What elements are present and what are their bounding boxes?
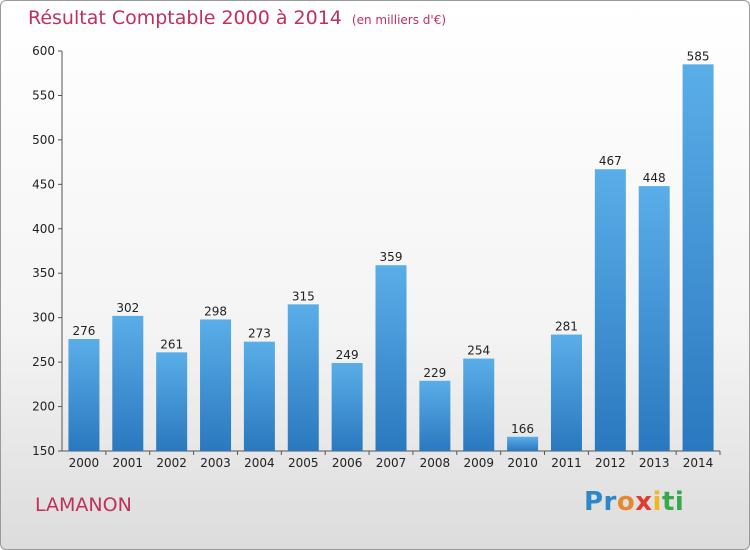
- y-tick-label: 400: [32, 222, 55, 236]
- bar-value-label: 249: [336, 348, 359, 362]
- bar-2009: [463, 358, 495, 451]
- x-tick-label: 2005: [288, 456, 319, 470]
- y-tick-label: 600: [32, 44, 55, 58]
- bar-2003: [200, 319, 232, 451]
- x-tick-label: 2007: [376, 456, 407, 470]
- bar-2006: [331, 363, 363, 451]
- bar-value-label: 298: [204, 304, 227, 318]
- commune-name: LAMANON: [35, 494, 132, 516]
- bar-value-label: 166: [511, 422, 534, 436]
- x-tick-label: 2014: [683, 456, 714, 470]
- bar-value-label: 261: [160, 337, 183, 351]
- bar-2001: [112, 315, 144, 451]
- y-tick-label: 450: [32, 177, 55, 191]
- bar-value-label: 315: [292, 289, 315, 303]
- bar-2010: [507, 436, 539, 451]
- bar-value-label: 273: [248, 327, 271, 341]
- y-tick-label: 350: [32, 266, 55, 280]
- x-tick-label: 2002: [156, 456, 187, 470]
- y-tick-label: 150: [32, 444, 55, 458]
- chart-title: Résultat Comptable 2000 à 2014 (en millie…: [28, 7, 446, 29]
- x-tick-label: 2008: [420, 456, 451, 470]
- title-unit: (en milliers d'€): [351, 13, 447, 27]
- bar-2014: [682, 64, 714, 452]
- x-tick-label: 2006: [332, 456, 363, 470]
- y-tick-label: 500: [32, 133, 55, 147]
- bar-2011: [550, 334, 582, 451]
- bar-2000: [68, 339, 100, 451]
- bar-value-label: 448: [643, 171, 666, 185]
- x-tick-label: 2009: [463, 456, 494, 470]
- proxiti-logo: Proxiti: [584, 487, 685, 517]
- bar-2004: [243, 341, 275, 451]
- bar-value-label: 585: [687, 49, 710, 63]
- bar-2008: [419, 380, 451, 451]
- bar-value-label: 254: [467, 344, 490, 358]
- bar-value-label: 229: [423, 366, 446, 380]
- x-tick-label: 2011: [551, 456, 582, 470]
- y-tick-label: 300: [32, 311, 55, 325]
- x-tick-label: 2000: [69, 456, 100, 470]
- title-main: Résultat Comptable 2000 à 2014: [28, 7, 342, 29]
- bar-value-label: 359: [380, 250, 403, 264]
- y-tick-label: 250: [32, 355, 55, 369]
- bar-value-label: 276: [72, 324, 95, 338]
- x-tick-label: 2001: [113, 456, 144, 470]
- bar-value-label: 302: [116, 301, 139, 315]
- x-tick-label: 2013: [639, 456, 670, 470]
- x-tick-label: 2004: [244, 456, 275, 470]
- x-tick-label: 2010: [507, 456, 538, 470]
- y-tick-label: 550: [32, 88, 55, 102]
- x-tick-label: 2012: [595, 456, 626, 470]
- bar-2005: [287, 304, 319, 451]
- x-tick-label: 2003: [200, 456, 231, 470]
- bar-2012: [594, 169, 626, 451]
- bar-value-label: 281: [555, 320, 578, 334]
- bar-2013: [638, 186, 670, 451]
- y-tick-label: 200: [32, 400, 55, 414]
- bar-2002: [156, 352, 188, 451]
- bars: 276 302 261 298 273 315 249 359 229 254 166 281 467 4…: [68, 49, 714, 452]
- bar-2007: [375, 265, 407, 451]
- bar-value-label: 467: [599, 154, 622, 168]
